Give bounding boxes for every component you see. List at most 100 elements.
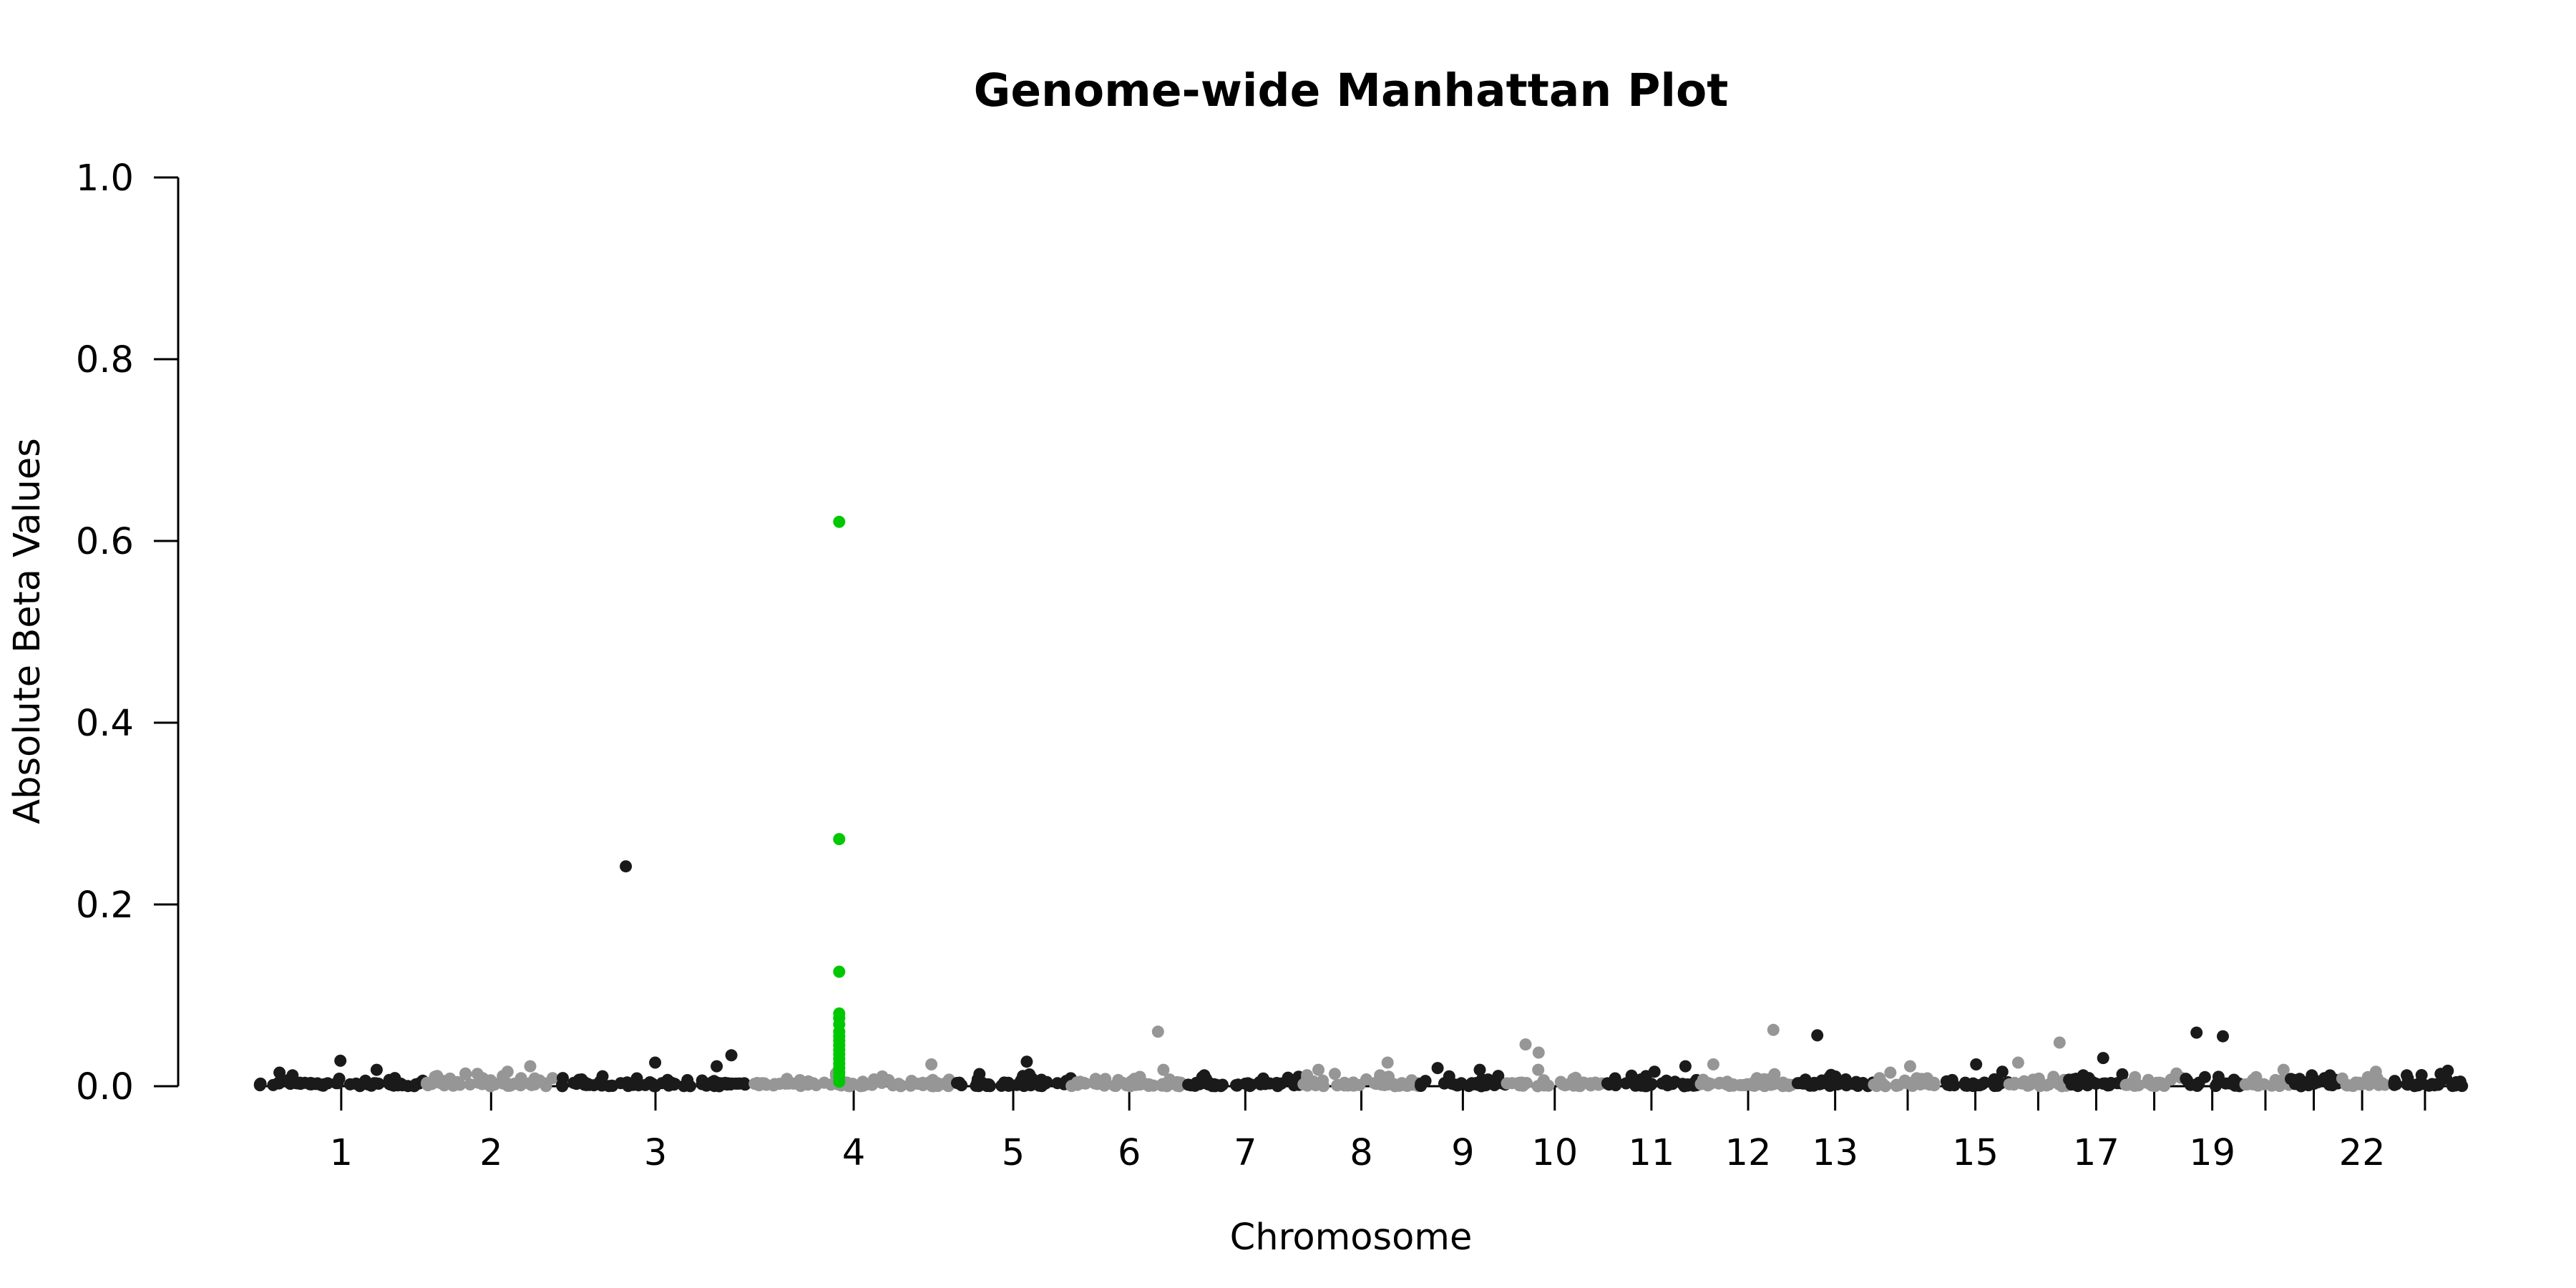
x-tick-label: 4 xyxy=(842,1132,865,1174)
data-point xyxy=(2302,1079,2315,1092)
data-point xyxy=(2361,1070,2374,1083)
data-point xyxy=(1823,1070,1836,1083)
data-point xyxy=(1645,1078,1658,1091)
data-point xyxy=(2008,1078,2020,1091)
data-point xyxy=(2217,1030,2229,1043)
data-point xyxy=(2129,1079,2141,1092)
data-point xyxy=(917,1079,930,1091)
data-point xyxy=(514,1072,527,1085)
data-point xyxy=(1767,1023,1780,1036)
data-point xyxy=(1397,1078,1410,1091)
data-point xyxy=(1943,1077,1956,1089)
data-point xyxy=(2401,1069,2413,1082)
data-point xyxy=(1196,1070,1209,1083)
data-point xyxy=(1374,1069,1387,1082)
data-point xyxy=(801,1078,814,1091)
data-point xyxy=(1569,1071,1582,1084)
y-tick-label: 0.4 xyxy=(76,703,134,745)
x-tick-label: 10 xyxy=(1531,1132,1578,1174)
y-tick-label: 1.0 xyxy=(76,157,134,200)
y-tick-label: 0.0 xyxy=(76,1066,134,1108)
data-point xyxy=(2190,1026,2203,1039)
data-point xyxy=(760,1078,773,1091)
data-point xyxy=(875,1076,888,1089)
data-point xyxy=(1491,1073,1504,1086)
data-point xyxy=(1989,1080,2001,1093)
y-axis-ticks: 0.0 0.2 0.4 0.6 0.8 1.0 xyxy=(76,157,178,1108)
x-tick-label: 19 xyxy=(2189,1132,2235,1174)
data-point xyxy=(2250,1070,2263,1083)
data-point xyxy=(1969,1078,1982,1091)
data-point xyxy=(365,1079,378,1092)
data-point xyxy=(1532,1046,1545,1059)
x-tick-label: 13 xyxy=(1812,1132,1858,1174)
data-point xyxy=(1702,1077,1714,1090)
data-point xyxy=(2390,1078,2403,1091)
data-point xyxy=(1532,1063,1545,1076)
data-point xyxy=(681,1074,694,1086)
data-point xyxy=(733,1077,746,1090)
x-axis-ticks: 1 2 3 4 5 6 7 8 9 10 11 12 13 15 17 19 22 xyxy=(330,1086,2426,1174)
data-point xyxy=(1538,1074,1550,1087)
data-point xyxy=(1919,1077,1932,1090)
data-point xyxy=(1231,1079,1244,1092)
x-tick-label: 2 xyxy=(479,1132,502,1174)
y-tick-label: 0.2 xyxy=(76,884,134,927)
data-point xyxy=(596,1078,609,1091)
data-point xyxy=(1879,1080,1892,1093)
x-tick-label: 17 xyxy=(2073,1132,2119,1174)
data-point xyxy=(1328,1068,1341,1080)
y-tick-label: 0.6 xyxy=(76,521,134,563)
data-point xyxy=(2063,1073,2076,1086)
data-point xyxy=(2228,1073,2240,1086)
data-point xyxy=(700,1079,713,1092)
data-point xyxy=(649,1056,662,1069)
data-point xyxy=(725,1049,738,1062)
data-point xyxy=(620,860,633,873)
data-point xyxy=(1317,1074,1330,1087)
data-point xyxy=(649,1080,662,1093)
data-point xyxy=(1070,1076,1083,1089)
data-point xyxy=(1127,1075,1140,1088)
data-point xyxy=(575,1073,588,1085)
data-point xyxy=(1707,1058,1719,1070)
data-point xyxy=(524,1077,537,1090)
data-point xyxy=(1634,1073,1647,1085)
data-point xyxy=(540,1080,552,1093)
data-point xyxy=(1431,1062,1444,1075)
data-point xyxy=(2097,1052,2109,1065)
data-point xyxy=(1415,1079,1428,1092)
data-point xyxy=(940,1078,952,1091)
data-points xyxy=(253,515,2469,1093)
data-point xyxy=(668,1078,680,1091)
data-point xyxy=(1666,1078,1679,1091)
data-point xyxy=(981,1078,994,1091)
x-tick-label: 7 xyxy=(1234,1132,1257,1174)
data-point xyxy=(1253,1075,1266,1088)
data-point xyxy=(501,1065,514,1078)
data-point xyxy=(632,1079,645,1092)
x-tick-label: 11 xyxy=(1628,1132,1674,1174)
data-point xyxy=(1108,1079,1121,1092)
data-point xyxy=(1609,1077,1621,1090)
data-point xyxy=(1903,1060,1916,1073)
data-point xyxy=(2129,1070,2142,1083)
data-point xyxy=(2441,1064,2454,1077)
x-tick-label: 6 xyxy=(1118,1132,1141,1174)
data-point xyxy=(447,1079,459,1092)
data-point xyxy=(477,1072,489,1085)
data-point xyxy=(2454,1075,2467,1088)
data-point xyxy=(614,1077,627,1090)
data-point xyxy=(273,1066,286,1079)
data-point xyxy=(1890,1080,1903,1092)
data-point xyxy=(971,1075,984,1088)
data-point xyxy=(1868,1078,1880,1091)
data-point xyxy=(928,1078,941,1091)
data-point xyxy=(711,1060,723,1073)
data-point xyxy=(1156,1079,1169,1092)
data-point xyxy=(504,1079,517,1091)
data-point xyxy=(438,1075,451,1088)
data-point xyxy=(2053,1036,2066,1049)
data-point xyxy=(2211,1077,2224,1090)
data-point xyxy=(1519,1038,1532,1051)
